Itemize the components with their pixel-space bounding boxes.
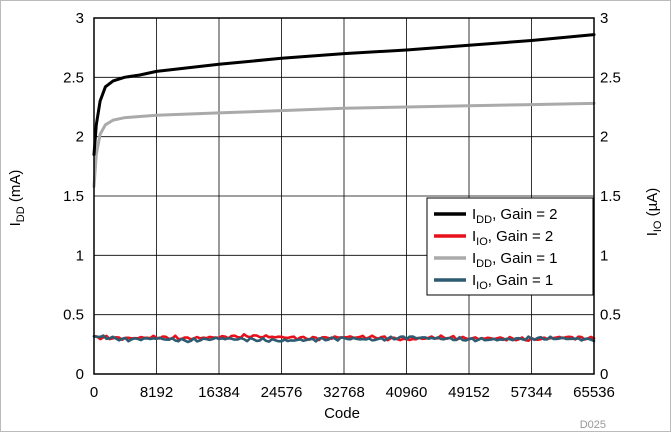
legend-entry: IDD, Gain = 2 [472,206,558,226]
y-right-tick-label: 1 [600,247,608,264]
y-right-tick-label: 2.5 [600,69,621,86]
x-tick-label: 49152 [448,384,490,401]
y-axis-right-ticks: 0 0.5 1 1.5 2 2.5 3 [600,10,621,383]
y-right-tick-label: 1.5 [600,188,621,205]
y-axis-left-title: IDD (mA) [7,170,27,227]
y-left-tick-label: 1.5 [63,188,84,205]
series-line-3 [92,101,596,188]
legend-entry: IIO, Gain = 1 [472,272,553,292]
x-tick-label: 57344 [511,384,553,401]
x-tick-label: 24576 [261,384,303,401]
y-axis-right-title: IIO (µA) [644,188,664,237]
x-tick-label: 65536 [573,384,615,401]
series-line-1 [92,33,596,156]
series-line-4 [92,334,596,344]
legend-entry: IDD, Gain = 1 [472,250,558,270]
series-group [92,33,596,344]
plot-frame [93,17,595,375]
x-tick-label: 8192 [140,384,173,401]
y-left-tick-label: 1 [76,247,84,264]
x-tick-label: 32768 [323,384,365,401]
x-tick-label: 16384 [198,384,240,401]
y-left-tick-label: 0 [76,366,84,383]
legend-entry: IIO, Gain = 2 [472,228,553,248]
x-axis-ticks: 0 8192 16384 24576 32768 40960 49152 57344 65536 [90,384,615,401]
y-left-tick-label: 2 [76,129,84,146]
y-right-tick-label: 3 [600,10,608,27]
y-right-tick-label: 0 [600,366,608,383]
x-tick-label: 0 [90,384,98,401]
y-left-tick-label: 0.5 [63,307,84,324]
figure-id: D025 [580,419,606,431]
y-axis-left-ticks: 0 0.5 1 1.5 2 2.5 3 [63,10,84,383]
y-right-tick-label: 0.5 [600,307,621,324]
x-axis-title: Code [324,405,360,422]
y-left-tick-label: 3 [76,10,84,27]
y-left-tick-label: 2.5 [63,69,84,86]
x-tick-label: 40960 [386,384,428,401]
y-right-tick-label: 2 [600,129,608,146]
